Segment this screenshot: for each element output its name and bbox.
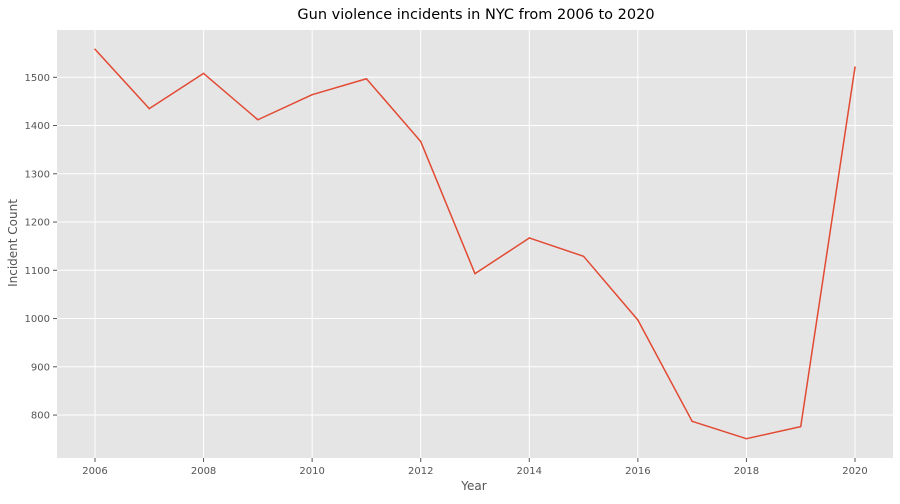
data-point [148,107,151,110]
y-tick-label: 1300 [25,169,50,180]
x-tick-label: 2010 [299,466,324,477]
x-tick-label: 2006 [82,466,107,477]
x-axis-ticks: 2006 2008 2010 2012 2014 2016 2018 2020 [82,458,868,477]
x-tick-label: 2014 [517,466,542,477]
data-point [202,72,205,75]
y-tick-label: 900 [31,362,50,373]
data-point [474,272,476,275]
series-layer [94,48,856,440]
x-tick-label: 2012 [408,466,433,477]
chart-title: Gun violence incidents in NYC from 2006 … [297,7,654,23]
y-tick-label: 800 [31,411,50,422]
data-point [528,237,531,239]
data-point [854,66,856,68]
x-tick-label: 2016 [625,466,650,477]
y-tick-label: 1400 [25,121,50,132]
y-axis-ticks: 800 900 1000 1100 1200 1300 1400 1500 [25,73,57,422]
data-point [365,77,368,80]
x-gridlines [94,30,856,458]
x-tick-label: 2018 [734,466,759,477]
data-point [311,93,313,96]
y-tick-label: 1500 [25,73,50,84]
data-point [799,425,802,428]
y-tick-label: 1000 [25,314,50,325]
y-tick-label: 1100 [25,266,50,277]
data-point [691,420,693,423]
data-point [257,118,259,121]
y-gridlines [57,76,893,416]
data-point [582,255,585,258]
x-axis-title: Year [460,479,486,493]
data-point [419,140,422,143]
data-point [94,48,96,51]
plot-area [57,30,893,458]
y-axis-title: Incident Count [6,199,20,287]
x-tick-label: 2020 [842,466,867,477]
y-tick-label: 1200 [25,218,50,229]
data-point [637,319,639,321]
data-point [745,437,748,440]
x-tick-label: 2008 [191,466,216,477]
